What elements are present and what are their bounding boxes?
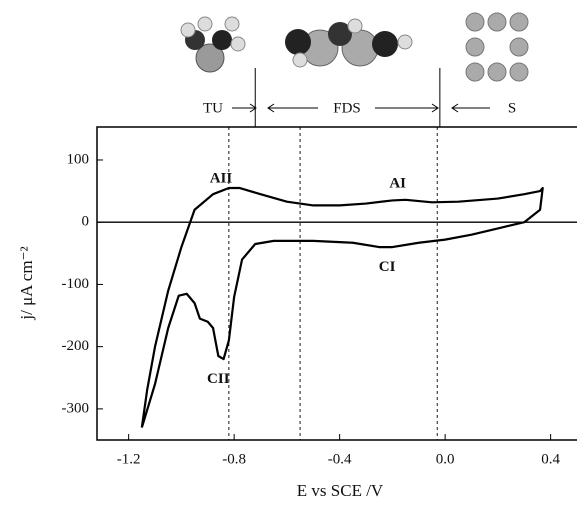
annotation: CI xyxy=(379,259,396,275)
x-tick-label: -1.2 xyxy=(117,451,141,467)
region-arrows xyxy=(232,103,490,113)
annotation: AII xyxy=(210,171,233,187)
x-axis-label: E vs SCE /V xyxy=(297,481,384,500)
annotation: AI xyxy=(389,176,406,192)
region-label: S xyxy=(508,100,516,116)
y-tick-label: 100 xyxy=(67,151,90,167)
annotation: CII xyxy=(207,371,230,387)
y-tick-label: -200 xyxy=(62,338,90,354)
x-tick-label: -0.4 xyxy=(328,451,352,467)
molecule-tu xyxy=(180,16,246,73)
molecule-s xyxy=(465,12,529,82)
y-tick-label: -100 xyxy=(62,276,90,292)
region-label: TU xyxy=(203,100,223,116)
y-axis-label: j/ μA cm⁻² xyxy=(17,246,36,320)
molecule-fds xyxy=(285,18,413,68)
axis-frame xyxy=(96,126,577,441)
cv-curve xyxy=(140,186,544,428)
y-tick-label: 0 xyxy=(82,214,90,230)
region-label: FDS xyxy=(333,100,361,116)
x-tick-label: -0.8 xyxy=(222,451,246,467)
x-tick-label: 0.4 xyxy=(541,451,560,467)
x-tick-label: 0.0 xyxy=(436,451,455,467)
y-tick-label: -300 xyxy=(62,400,90,416)
